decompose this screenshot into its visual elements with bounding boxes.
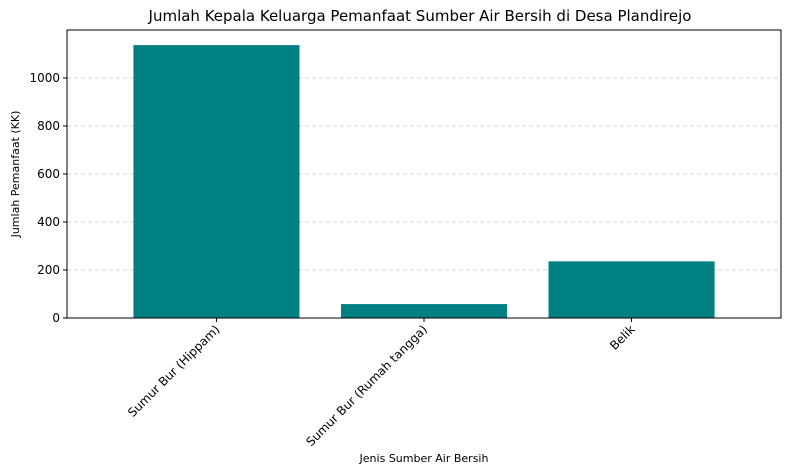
x-axis-label: Jenis Sumber Air Bersih (359, 452, 489, 465)
y-axis-label: Jumlah Pemanfaat (KK) (9, 111, 22, 239)
x-axis: Sumur Bur (Hippam) Sumur Bur (Rumah tangg… (125, 318, 638, 449)
x-tick-label: Sumur Bur (Rumah tangga) (303, 322, 430, 449)
bar (133, 45, 300, 319)
bar (548, 261, 715, 318)
y-tick-label: 1000 (29, 71, 60, 85)
x-tick-label: Belik (607, 322, 638, 353)
y-tick-label: 200 (37, 263, 60, 277)
y-tick-label: 600 (37, 167, 60, 181)
bars (133, 45, 715, 319)
x-tick-label: Sumur Bur (Hippam) (125, 322, 222, 419)
y-tick-label: 800 (37, 119, 60, 133)
y-tick-label: 400 (37, 215, 60, 229)
chart-title: Jumlah Kepala Keluarga Pemanfaat Sumber … (148, 7, 692, 25)
y-tick-label: 0 (52, 311, 60, 325)
bar (340, 304, 508, 318)
y-axis: 0 200 400 600 800 1000 (29, 71, 67, 325)
